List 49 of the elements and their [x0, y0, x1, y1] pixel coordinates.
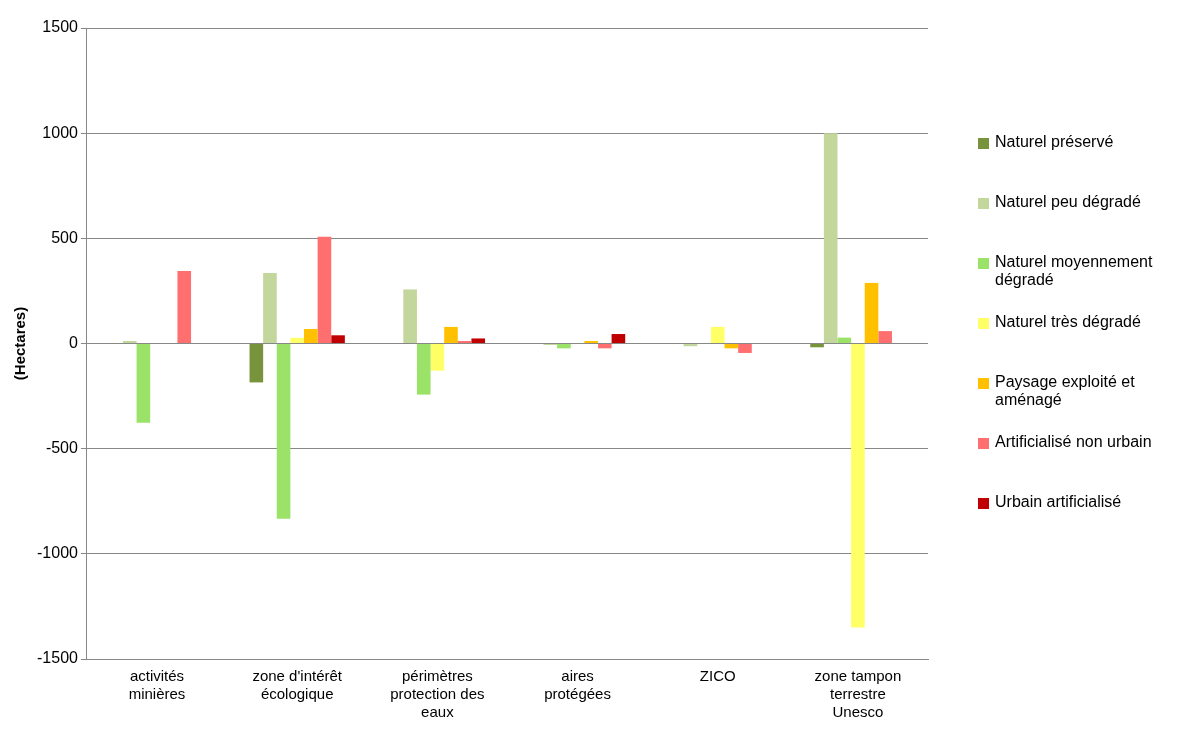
legend-label: Urbain artificialisé: [995, 493, 1122, 511]
x-tick-label: aires protégées: [544, 667, 611, 703]
y-tick-label: 0: [69, 333, 79, 351]
bar: [122, 340, 137, 343]
legend-label: Artificialisé non urbain: [995, 433, 1152, 451]
legend-label: Naturel peu dégradé: [995, 193, 1141, 211]
bar: [430, 344, 445, 371]
bar: [416, 344, 431, 395]
bar: [864, 282, 879, 343]
bar: [738, 344, 752, 353]
y-tick-label: -500: [45, 439, 79, 457]
bar: [136, 344, 151, 423]
bar: [276, 344, 291, 519]
legend-label: Naturel préservé: [995, 133, 1114, 151]
bar: [597, 344, 612, 349]
bar: [304, 328, 318, 343]
bar: [851, 344, 865, 628]
x-tick-label: périmètres protection des eaux: [390, 667, 485, 721]
bar: [249, 344, 264, 383]
legend-label: Paysage exploité et aménagé: [995, 373, 1136, 409]
y-tick-label: 1000: [42, 123, 79, 141]
bar: [810, 344, 824, 348]
bar: [457, 340, 472, 343]
bar: [823, 133, 838, 343]
x-tick-label: zone d'intérêt écologique: [252, 667, 343, 703]
bar: [611, 334, 626, 343]
y-tick-label: 500: [51, 228, 79, 246]
legend-label: Naturel très dégradé: [995, 313, 1141, 331]
y-axis-title: (Hectares): [11, 306, 29, 381]
bar: [331, 335, 345, 343]
bar: [177, 270, 192, 343]
x-tick-label: activités minières: [128, 667, 186, 703]
bar: [263, 273, 277, 343]
y-tick-label: 1500: [42, 18, 79, 36]
bar: [444, 326, 458, 343]
bar: [317, 236, 332, 343]
y-tick-label: -1000: [37, 544, 79, 562]
legend-label: Naturel moyennement dégradé: [995, 253, 1154, 289]
bar: [403, 289, 417, 343]
bar: [710, 326, 725, 343]
y-tick-label: -1500: [37, 649, 79, 667]
bar: [290, 337, 304, 343]
bar: [471, 338, 486, 343]
bar: [584, 340, 598, 343]
bar: [878, 331, 892, 343]
bar: [557, 344, 571, 349]
x-tick-label: zone tampon terrestre Unesco: [814, 667, 902, 721]
bar: [837, 337, 852, 343]
x-tick-label: ZICO: [699, 667, 736, 685]
